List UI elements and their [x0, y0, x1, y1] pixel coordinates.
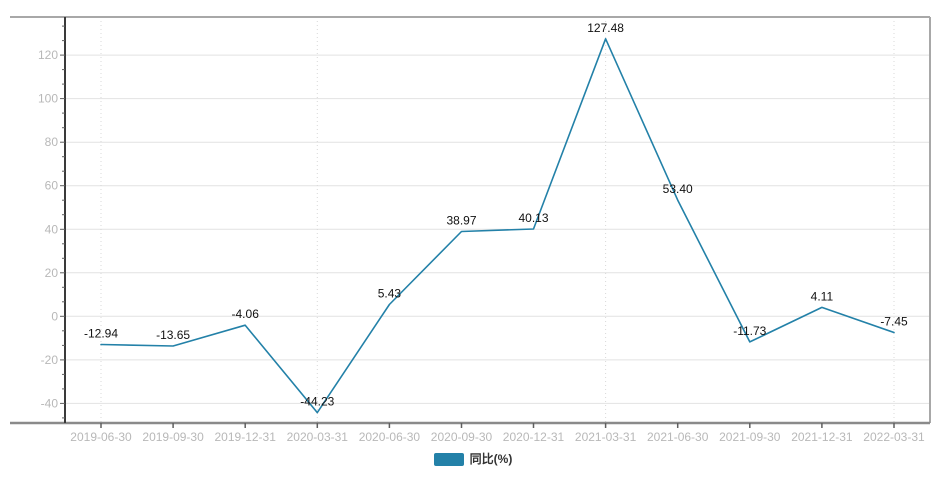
chart-frame	[10, 16, 931, 425]
svg-text:2019-12-31: 2019-12-31	[215, 430, 277, 444]
x-axis-labels: 2019-06-30 2019-09-30 2019-12-31 2020-03-31…	[70, 430, 925, 444]
svg-text:40: 40	[45, 222, 59, 236]
svg-text:120: 120	[38, 48, 58, 62]
series-line	[100, 37, 895, 414]
svg-text:40.13: 40.13	[518, 211, 548, 225]
svg-text:2020-03-31: 2020-03-31	[287, 430, 349, 444]
svg-text:2022-03-31: 2022-03-31	[863, 430, 925, 444]
svg-text:-7.45: -7.45	[880, 315, 908, 329]
legend-swatch-icon	[433, 452, 464, 466]
svg-text:-13.65: -13.65	[156, 328, 190, 342]
svg-text:0: 0	[51, 309, 58, 323]
data-labels: -12.94 -13.65 -4.06 -44.23 5.43 38.97 40.13 127…	[84, 21, 908, 409]
svg-text:2020-09-30: 2020-09-30	[431, 430, 493, 444]
svg-text:60: 60	[45, 179, 59, 193]
svg-text:20: 20	[45, 266, 59, 280]
svg-text:-20: -20	[41, 353, 59, 367]
svg-text:5.43: 5.43	[378, 287, 402, 301]
svg-text:2021-03-31: 2021-03-31	[575, 430, 637, 444]
svg-text:-12.94: -12.94	[84, 327, 118, 341]
svg-text:-40: -40	[41, 396, 59, 410]
svg-text:2021-06-30: 2021-06-30	[647, 430, 709, 444]
svg-text:80: 80	[45, 135, 59, 149]
svg-text:2019-09-30: 2019-09-30	[142, 430, 204, 444]
svg-text:2021-12-31: 2021-12-31	[791, 430, 853, 444]
svg-text:100: 100	[38, 92, 58, 106]
svg-text:-44.23: -44.23	[300, 395, 334, 409]
svg-text:2020-06-30: 2020-06-30	[359, 430, 421, 444]
x-axis-ticks	[100, 423, 895, 428]
svg-text:-11.73: -11.73	[733, 324, 766, 338]
legend: 同比(%)	[0, 452, 946, 466]
svg-text:2021-09-30: 2021-09-30	[719, 430, 781, 444]
svg-text:4.11: 4.11	[811, 289, 834, 303]
svg-text:53.40: 53.40	[663, 182, 693, 196]
y-axis-labels: -40 -20 0 20 40 60 80 100 120	[38, 48, 58, 410]
svg-text:127.48: 127.48	[587, 21, 624, 35]
svg-text:-4.06: -4.06	[232, 307, 260, 321]
chart-canvas: -40 -20 0 20 40 60 80 100 120 2019-06-30 2019-09-3…	[10, 16, 931, 444]
legend-item-series[interactable]: 同比(%)	[433, 452, 513, 466]
svg-text:2020-12-31: 2020-12-31	[503, 430, 565, 444]
svg-text:38.97: 38.97	[446, 214, 476, 228]
x-dotted-gridlines	[100, 17, 895, 423]
legend-label: 同比(%)	[469, 452, 513, 466]
svg-text:2019-06-30: 2019-06-30	[70, 430, 132, 444]
y-axis-ticks	[60, 25, 65, 419]
y-gridlines	[65, 54, 930, 404]
